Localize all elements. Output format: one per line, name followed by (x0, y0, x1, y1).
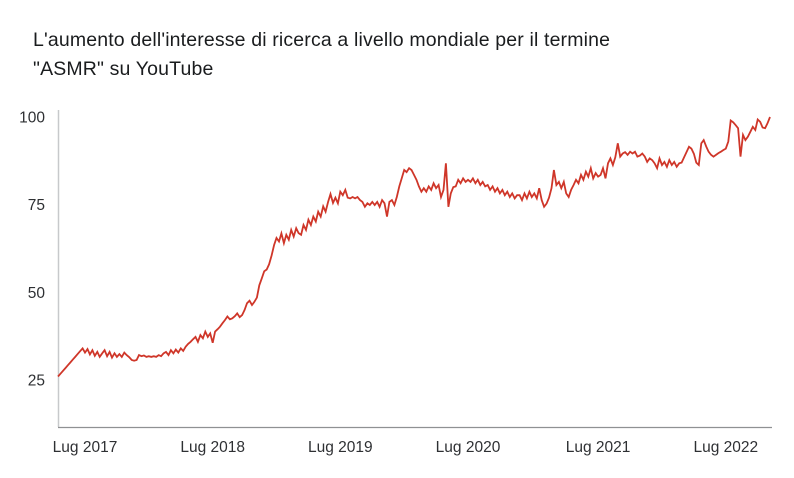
chart-title-line-2: "ASMR" su YouTube (33, 58, 214, 80)
x-tick-label: Lug 2017 (53, 439, 118, 456)
x-tick-label: Lug 2019 (308, 439, 373, 456)
x-tick-label: Lug 2022 (693, 439, 758, 456)
chart-title: L'aumento dell'interesse di ricerca a li… (33, 26, 753, 84)
x-tick-label: Lug 2021 (566, 439, 631, 456)
x-tick-label: Lug 2020 (436, 439, 501, 456)
series-line (57, 116, 771, 378)
x-axis-labels: Lug 2017 Lug 2018 Lug 2019 Lug 2020 Lug 2021… (53, 439, 758, 456)
y-axis-labels: 25 50 75 100 (19, 110, 45, 390)
chart-title-line-1: L'aumento dell'interesse di ricerca a li… (33, 29, 611, 51)
y-tick-label: 50 (28, 285, 46, 302)
y-tick-label: 25 (28, 373, 45, 390)
y-tick-label: 75 (28, 197, 45, 214)
y-tick-label: 100 (19, 110, 45, 127)
x-tick-label: Lug 2018 (180, 439, 245, 456)
